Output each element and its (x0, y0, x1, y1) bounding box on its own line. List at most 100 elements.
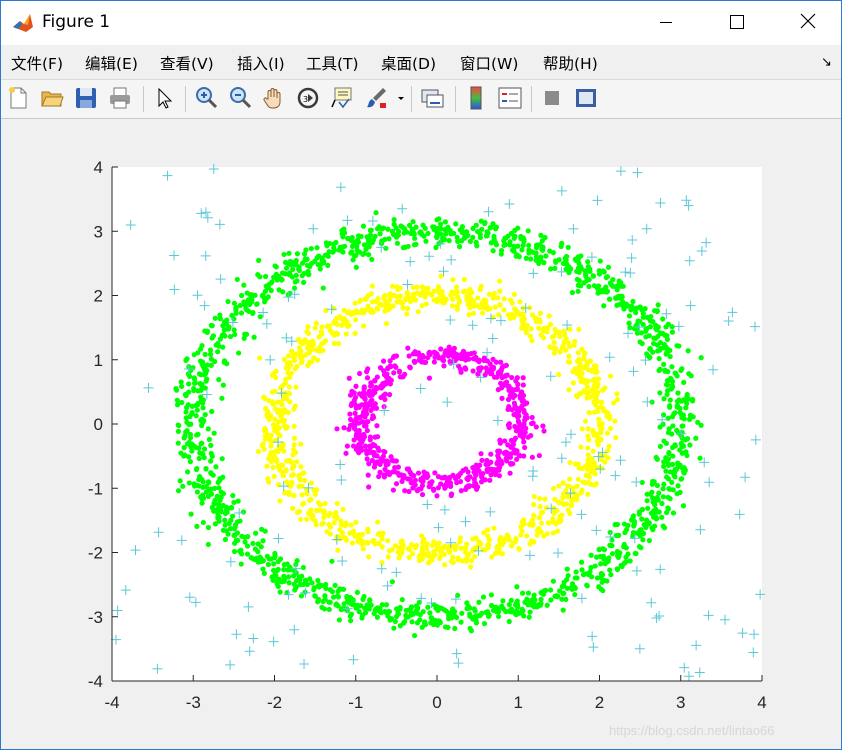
data-point (351, 437, 357, 443)
pan-hand-icon[interactable] (261, 85, 287, 111)
data-point (362, 296, 368, 302)
print-icon[interactable] (107, 85, 133, 111)
title-bar[interactable]: Figure 1 (1, 1, 841, 45)
menu-file[interactable]: 文件(F) (11, 55, 64, 73)
y-tick-label: 0 (94, 415, 103, 434)
data-point (255, 272, 261, 278)
data-point (400, 305, 406, 311)
maximize-button[interactable] (714, 1, 760, 45)
data-point (661, 463, 667, 470)
data-point (312, 325, 318, 331)
data-point (277, 432, 283, 439)
data-point (441, 363, 447, 369)
data-point (361, 384, 367, 390)
menu-bar: 文件(F) 编辑(E) 查看(V) 插入(I) 工具(T) 桌面(D) 窗口(W… (1, 45, 841, 78)
data-point (290, 452, 296, 458)
data-point (406, 488, 412, 495)
new-figure-icon[interactable] (5, 85, 31, 111)
data-point (681, 397, 687, 403)
zoom-out-icon[interactable] (227, 85, 253, 111)
brush-dropdown-icon[interactable] (395, 85, 407, 111)
data-point (281, 417, 288, 424)
menu-view[interactable]: 查看(V) (160, 55, 214, 73)
data-point (467, 611, 473, 617)
brush-icon[interactable] (363, 85, 389, 111)
save-icon[interactable] (73, 85, 99, 111)
data-point (369, 457, 376, 464)
data-point (617, 550, 623, 556)
data-point (268, 636, 279, 647)
data-point (606, 443, 612, 449)
data-point (392, 464, 398, 471)
data-cursor-icon[interactable] (329, 85, 355, 111)
data-point (434, 299, 440, 305)
data-point (415, 309, 421, 315)
data-point (539, 520, 545, 526)
axes-background (112, 167, 762, 681)
data-point (643, 334, 649, 340)
data-point (354, 589, 360, 595)
show-plot-tools-icon[interactable] (573, 85, 599, 111)
colorbar-icon[interactable] (463, 85, 489, 111)
data-point (567, 326, 573, 332)
data-point (241, 282, 247, 288)
open-file-icon[interactable] (39, 85, 65, 111)
data-point (310, 338, 316, 344)
data-point (418, 555, 425, 561)
menu-tools[interactable]: 工具(T) (306, 55, 359, 73)
data-point (125, 220, 136, 231)
data-point (364, 456, 370, 462)
data-point (550, 578, 556, 584)
data-point (509, 300, 515, 306)
data-point (479, 310, 486, 316)
menu-desktop[interactable]: 桌面(D) (381, 55, 437, 73)
data-point (231, 526, 238, 532)
data-point (613, 434, 619, 441)
data-point (367, 227, 373, 233)
data-point (628, 366, 639, 377)
data-point (516, 419, 522, 426)
data-point (187, 459, 193, 465)
data-point (527, 541, 533, 547)
data-point (401, 620, 407, 626)
menu-window[interactable]: 窗口(W) (460, 55, 519, 73)
data-point (425, 560, 432, 566)
data-point (623, 328, 634, 339)
data-point (385, 307, 392, 313)
data-point (213, 464, 219, 470)
data-point (525, 590, 532, 596)
menu-edit[interactable]: 编辑(E) (85, 55, 138, 73)
data-point (280, 289, 286, 295)
menu-insert[interactable]: 插入(I) (237, 55, 285, 73)
hide-plot-tools-icon[interactable] (539, 85, 565, 111)
data-point (472, 481, 479, 487)
data-point (559, 583, 565, 590)
link-plot-icon[interactable] (419, 85, 445, 111)
menu-help[interactable]: 帮助(H) (543, 55, 598, 73)
data-point (315, 577, 321, 584)
data-point (235, 498, 241, 504)
data-point (358, 538, 365, 544)
data-point (466, 312, 472, 318)
data-point (319, 604, 325, 611)
data-point (477, 612, 483, 619)
dock-arrow-icon[interactable]: ↘ (821, 55, 832, 70)
data-point (596, 423, 603, 429)
pointer-icon[interactable] (151, 85, 177, 111)
data-point (231, 300, 238, 306)
zoom-in-icon[interactable] (193, 85, 219, 111)
data-point (383, 321, 390, 327)
legend-icon[interactable] (497, 85, 523, 111)
data-point (385, 365, 391, 372)
data-point (486, 537, 492, 543)
data-point (667, 397, 673, 403)
data-point (439, 289, 445, 295)
data-point (639, 340, 645, 347)
rotate-3d-icon[interactable]: 3 (295, 85, 321, 111)
data-point (314, 255, 320, 261)
minimize-button[interactable] (643, 1, 689, 45)
close-button[interactable] (785, 1, 831, 45)
data-point (245, 533, 251, 540)
data-point (454, 351, 460, 358)
